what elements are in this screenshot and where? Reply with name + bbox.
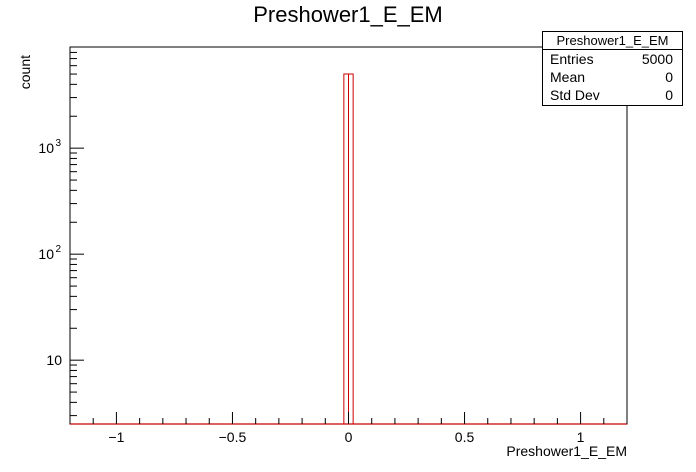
x-axis-label: Preshower1_E_EM (506, 443, 627, 459)
y-tick-label: 10 (38, 246, 54, 262)
y-tick-label: 10 (38, 140, 54, 156)
y-tick-label: 10 (46, 352, 62, 368)
stats-box: Preshower1_E_EM Entries 5000 Mean 0 Std … (542, 31, 683, 106)
y-axis-label: count (17, 55, 33, 89)
stats-title: Preshower1_E_EM (543, 32, 682, 50)
stats-value: 0 (665, 87, 673, 103)
x-tick-label: 0 (345, 429, 353, 445)
y-tick-exponent: 3 (55, 138, 61, 149)
stats-row-entries: Entries 5000 (543, 50, 682, 68)
histogram-bin (343, 73, 349, 424)
stats-row-mean: Mean 0 (543, 68, 682, 86)
x-tick-label: −0.5 (219, 429, 247, 445)
x-tick-label: −1 (108, 429, 124, 445)
histogram-bin (348, 73, 354, 424)
stats-label: Entries (550, 51, 594, 67)
x-tick-label: 0.5 (455, 429, 475, 445)
stats-row-stddev: Std Dev 0 (543, 86, 682, 104)
chart-title: Preshower1_E_EM (253, 2, 443, 27)
stats-value: 5000 (641, 51, 673, 67)
y-tick-exponent: 2 (55, 244, 61, 255)
stats-label: Mean (550, 69, 586, 85)
histogram-bars (70, 73, 627, 425)
stats-value: 0 (665, 69, 673, 85)
stats-label: Std Dev (550, 87, 600, 103)
x-tick-label: 1 (577, 429, 585, 445)
